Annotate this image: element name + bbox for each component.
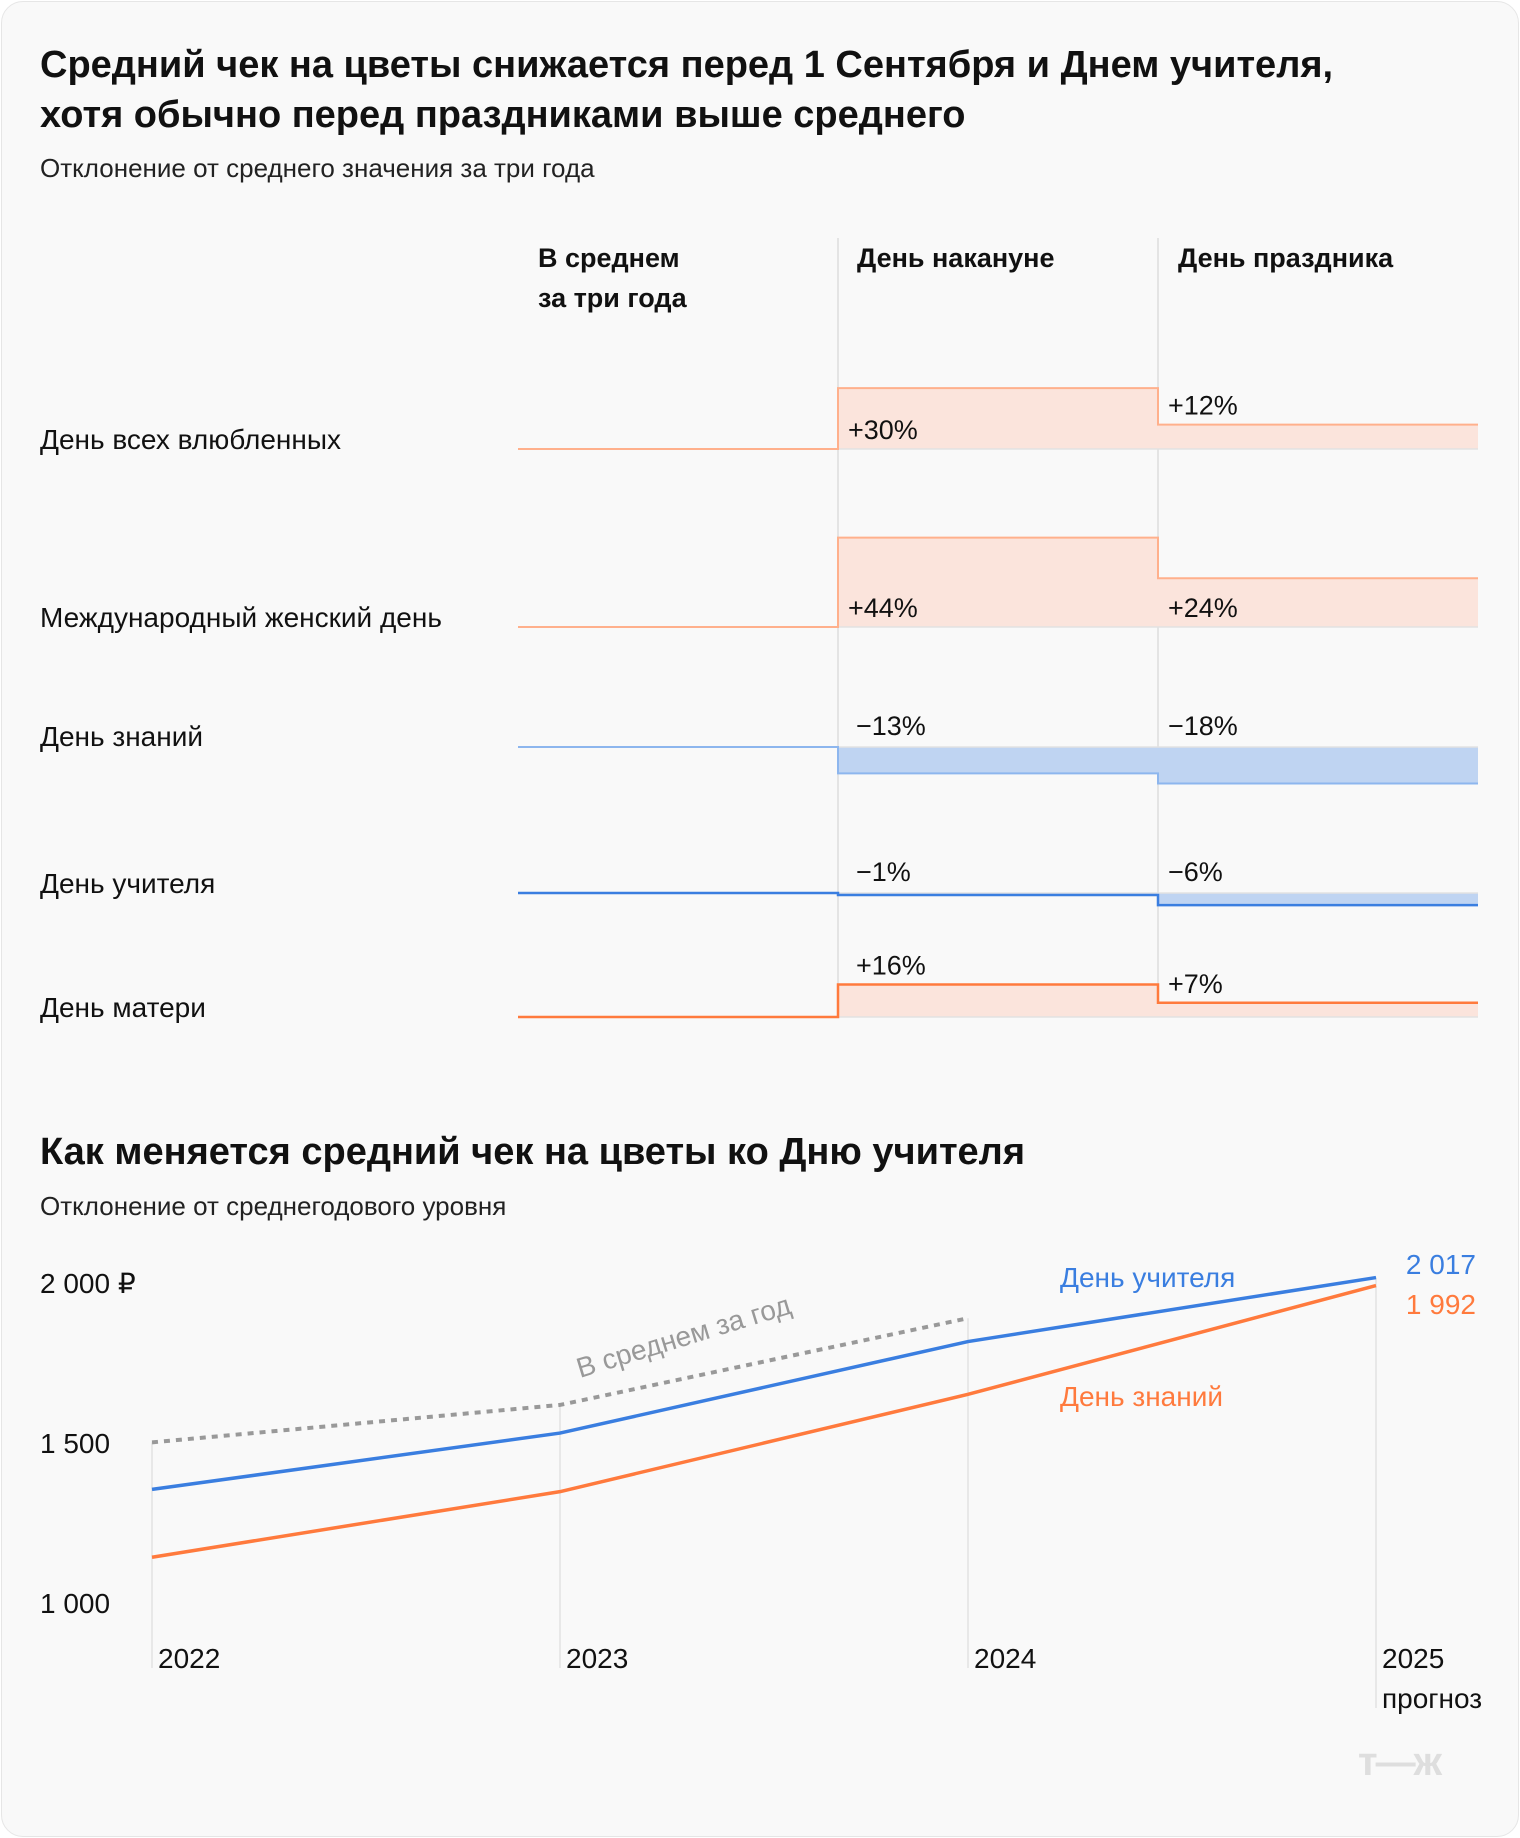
step-line bbox=[518, 746, 1478, 785]
value-label: −13% bbox=[856, 711, 926, 741]
series-label-teachers-day: День учителя bbox=[1060, 1262, 1235, 1293]
column-header-day-before: День накануне bbox=[857, 243, 1055, 273]
end-value-label: 2 017 bbox=[1406, 1249, 1476, 1280]
chart-subtitle: Отклонение от среднего значения за три г… bbox=[40, 153, 595, 183]
y-tick-label: 1 000 bbox=[40, 1588, 110, 1619]
x-tick-note: прогноз bbox=[1382, 1683, 1482, 1714]
line-chart-title: Как меняется средний чек на цветы ко Дню… bbox=[40, 1131, 1025, 1173]
y-tick-label: 1 500 bbox=[40, 1428, 110, 1459]
row-label-knowledge-day: День знаний bbox=[40, 721, 203, 752]
bar-fill bbox=[1158, 424, 1478, 449]
x-tick-label: 2025 bbox=[1382, 1643, 1444, 1674]
value-label: +16% bbox=[856, 951, 926, 981]
series-label-yearly-average: В среднем за год bbox=[573, 1289, 795, 1384]
row-label-womens-day: Международный женский день bbox=[40, 602, 442, 633]
x-tick-label: 2022 bbox=[158, 1643, 220, 1674]
bar-fill bbox=[1158, 578, 1478, 627]
step-line bbox=[518, 387, 1478, 450]
value-label: −1% bbox=[856, 857, 911, 887]
bar-fill bbox=[838, 537, 1158, 627]
column-header-holiday: День праздника bbox=[1178, 243, 1394, 273]
value-label: −6% bbox=[1168, 857, 1223, 887]
x-tick-label: 2023 bbox=[566, 1643, 628, 1674]
x-tick-label: 2024 bbox=[974, 1643, 1036, 1674]
step-line bbox=[518, 891, 1478, 907]
bar-fill bbox=[1158, 747, 1478, 784]
line-chart-subtitle: Отклонение от среднегодового уровня bbox=[40, 1191, 507, 1221]
bar-fill bbox=[838, 747, 1158, 774]
bar-fill bbox=[1158, 1002, 1478, 1017]
series-line bbox=[151, 1283, 1377, 1559]
value-label: +44% bbox=[848, 593, 918, 623]
bar-fill bbox=[838, 984, 1158, 1017]
step-line bbox=[518, 536, 1478, 628]
y-tick-label: 2 000 ₽ bbox=[40, 1268, 136, 1299]
value-label: +12% bbox=[1168, 391, 1238, 421]
row-label-valentines: День всех влюбленных bbox=[40, 424, 341, 455]
value-label: +7% bbox=[1168, 969, 1223, 999]
bar-fill bbox=[1158, 893, 1478, 906]
chart-title-line-1: Средний чек на цветы снижается перед 1 С… bbox=[40, 44, 1334, 86]
column-header-average-line-2: за три года bbox=[538, 283, 687, 313]
column-header-average-line-1: В среднем bbox=[538, 243, 680, 273]
tzh-logo: т—ж bbox=[1358, 1740, 1442, 1784]
value-label: +24% bbox=[1168, 593, 1238, 623]
row-label-mothers-day: День матери bbox=[40, 992, 206, 1023]
value-label: −18% bbox=[1168, 711, 1238, 741]
series-line bbox=[151, 1275, 1377, 1492]
series-label-knowledge-day: День знаний bbox=[1060, 1381, 1223, 1412]
chart-title-line-2: хотя обычно перед праздниками выше средн… bbox=[40, 94, 966, 136]
value-label: +30% bbox=[848, 415, 918, 445]
step-line bbox=[518, 983, 1478, 1019]
row-label-teachers-day: День учителя bbox=[40, 868, 216, 899]
column-header-average: В среднем за три года bbox=[538, 238, 687, 318]
end-value-label: 1 992 bbox=[1406, 1289, 1476, 1320]
bar-fill bbox=[838, 388, 1158, 449]
